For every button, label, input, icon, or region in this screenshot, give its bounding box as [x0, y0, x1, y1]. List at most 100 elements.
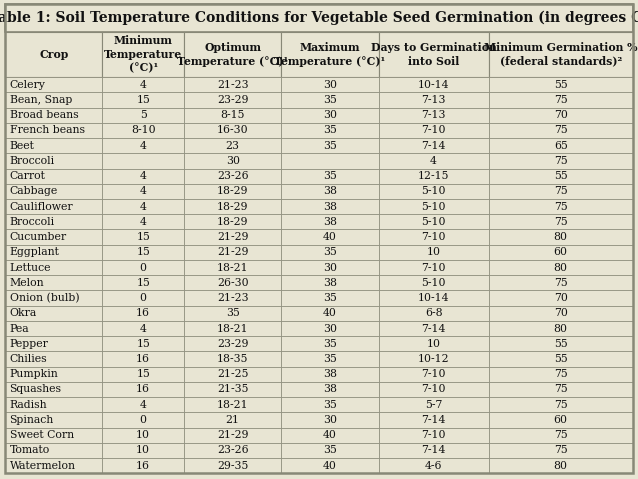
Text: 7-10: 7-10 — [421, 369, 446, 379]
Text: Minimum
Temperature
(°C)¹: Minimum Temperature (°C)¹ — [104, 35, 182, 74]
Bar — [489, 275, 633, 290]
Text: 75: 75 — [554, 369, 568, 379]
Text: 75: 75 — [554, 125, 568, 136]
Text: Okra: Okra — [10, 308, 37, 318]
Bar — [184, 382, 281, 397]
Bar — [489, 229, 633, 245]
Bar — [103, 214, 184, 229]
Bar — [378, 32, 489, 77]
Text: Days to Germination
into Soil: Days to Germination into Soil — [371, 42, 496, 67]
Text: 75: 75 — [554, 399, 568, 410]
Text: 4: 4 — [140, 80, 147, 90]
Bar — [184, 153, 281, 169]
Text: Maximum
Temperature (°C)¹: Maximum Temperature (°C)¹ — [274, 42, 385, 67]
Text: 35: 35 — [323, 339, 337, 349]
Text: Cabbage: Cabbage — [10, 186, 58, 196]
Text: 70: 70 — [554, 110, 568, 120]
Text: 75: 75 — [554, 430, 568, 440]
Bar — [5, 184, 103, 199]
Bar — [281, 260, 378, 275]
Bar — [489, 366, 633, 382]
Bar — [184, 199, 281, 214]
Text: 4: 4 — [140, 141, 147, 151]
Text: 38: 38 — [323, 369, 337, 379]
Text: 18-29: 18-29 — [217, 186, 248, 196]
Bar — [489, 336, 633, 352]
Bar — [103, 123, 184, 138]
Text: 15: 15 — [137, 232, 150, 242]
Text: Sweet Corn: Sweet Corn — [10, 430, 74, 440]
Text: 21: 21 — [226, 415, 240, 425]
Bar — [378, 336, 489, 352]
Bar — [103, 184, 184, 199]
Bar — [281, 92, 378, 108]
Bar — [489, 108, 633, 123]
Bar — [489, 184, 633, 199]
Bar — [5, 92, 103, 108]
Text: 38: 38 — [323, 202, 337, 212]
Text: 75: 75 — [554, 156, 568, 166]
Text: 75: 75 — [554, 186, 568, 196]
Text: Squashes: Squashes — [10, 385, 62, 394]
Text: 35: 35 — [323, 399, 337, 410]
Text: 55: 55 — [554, 80, 568, 90]
Bar — [378, 184, 489, 199]
Bar — [184, 77, 281, 92]
Text: 21-29: 21-29 — [217, 430, 248, 440]
Text: 15: 15 — [137, 95, 150, 105]
Bar — [184, 290, 281, 306]
Text: 4: 4 — [140, 323, 147, 333]
Bar — [378, 77, 489, 92]
Text: 7-10: 7-10 — [421, 385, 446, 394]
Text: 80: 80 — [554, 232, 568, 242]
Text: Cucumber: Cucumber — [10, 232, 67, 242]
Text: 15: 15 — [137, 339, 150, 349]
Text: Optimum
Temperature (°C)¹: Optimum Temperature (°C)¹ — [177, 42, 288, 67]
Bar — [184, 92, 281, 108]
Text: 16: 16 — [137, 308, 150, 318]
Text: 7-14: 7-14 — [421, 141, 446, 151]
Text: French beans: French beans — [10, 125, 85, 136]
Bar — [5, 321, 103, 336]
Bar — [489, 245, 633, 260]
Text: 38: 38 — [323, 278, 337, 288]
Text: 75: 75 — [554, 385, 568, 394]
Text: 38: 38 — [323, 186, 337, 196]
Text: Eggplant: Eggplant — [10, 247, 59, 257]
Bar — [103, 443, 184, 458]
Text: 35: 35 — [323, 171, 337, 181]
Text: 7-13: 7-13 — [421, 95, 446, 105]
Text: 7-14: 7-14 — [421, 323, 446, 333]
Bar — [103, 352, 184, 366]
Bar — [5, 199, 103, 214]
Text: 35: 35 — [323, 247, 337, 257]
Text: 4: 4 — [140, 217, 147, 227]
Bar — [378, 321, 489, 336]
Bar — [281, 290, 378, 306]
Text: 65: 65 — [554, 141, 568, 151]
Text: Watermelon: Watermelon — [10, 461, 75, 471]
Bar — [184, 138, 281, 153]
Text: 60: 60 — [554, 247, 568, 257]
Bar — [184, 32, 281, 77]
Bar — [103, 428, 184, 443]
Text: 21-29: 21-29 — [217, 247, 248, 257]
Bar — [103, 397, 184, 412]
Bar — [5, 229, 103, 245]
Bar — [281, 352, 378, 366]
Bar — [489, 169, 633, 184]
Text: 80: 80 — [554, 323, 568, 333]
Text: 10: 10 — [137, 430, 150, 440]
Text: 18-35: 18-35 — [217, 354, 248, 364]
Text: 30: 30 — [323, 323, 337, 333]
Bar — [103, 336, 184, 352]
Bar — [184, 123, 281, 138]
Bar — [489, 123, 633, 138]
Bar — [103, 260, 184, 275]
Bar — [378, 397, 489, 412]
Bar — [5, 138, 103, 153]
Bar — [489, 214, 633, 229]
Bar — [184, 184, 281, 199]
Bar — [378, 443, 489, 458]
Bar — [103, 366, 184, 382]
